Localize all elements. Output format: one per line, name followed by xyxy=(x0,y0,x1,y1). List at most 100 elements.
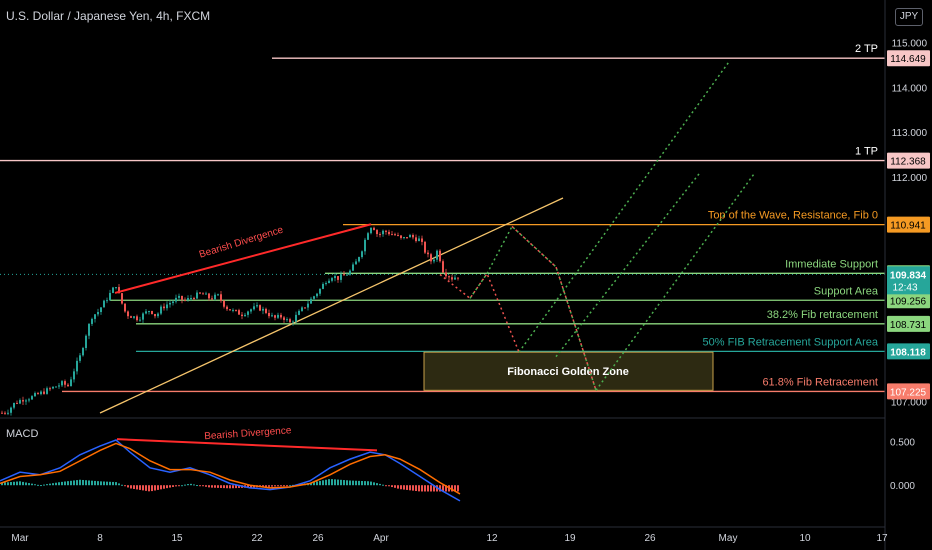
macd-histogram-bar xyxy=(367,481,369,486)
macd-histogram-bar xyxy=(208,485,210,488)
macd-histogram-bar xyxy=(214,485,216,488)
macd-histogram-bar xyxy=(103,481,105,486)
macd-histogram-bar xyxy=(277,485,279,487)
time-axis-tick: 19 xyxy=(564,533,576,544)
candle-body xyxy=(271,315,273,317)
candle-body xyxy=(346,274,348,276)
macd-histogram-bar xyxy=(136,485,138,490)
candle-body xyxy=(22,400,24,402)
candle-body xyxy=(376,230,378,235)
divergence-label-price: Bearish Divergence xyxy=(198,224,285,260)
level-label: Top of the Wave, Resistance, Fib 0 xyxy=(708,210,878,222)
macd-histogram-bar xyxy=(286,485,288,487)
candle-body xyxy=(40,391,42,395)
macd-histogram-bar xyxy=(343,480,345,486)
macd-histogram-bar xyxy=(133,485,135,489)
candle-body xyxy=(76,360,78,372)
macd-histogram-bar xyxy=(274,485,276,487)
candle-body xyxy=(214,294,216,300)
candle-body xyxy=(136,316,138,321)
price-axis-tick: 114.000 xyxy=(892,83,928,94)
macd-histogram-bar xyxy=(40,485,42,487)
macd-histogram-bar xyxy=(328,479,330,486)
candle-body xyxy=(91,318,93,324)
candle-body xyxy=(94,314,96,319)
macd-histogram-bar xyxy=(430,485,432,492)
candle-body xyxy=(139,319,141,321)
candle-body xyxy=(166,304,168,309)
candle-body xyxy=(337,276,339,280)
candle-body xyxy=(154,314,156,317)
macd-histogram-bar xyxy=(46,484,48,486)
macd-title[interactable]: MACD xyxy=(6,428,39,440)
candle-body xyxy=(46,388,48,394)
candle-body xyxy=(79,355,81,361)
candle-body xyxy=(340,274,342,280)
macd-histogram-bar xyxy=(31,483,33,486)
candle-body xyxy=(277,314,279,318)
macd-histogram-bar xyxy=(262,485,264,488)
projected-path xyxy=(439,272,520,353)
level-price-tag xyxy=(887,152,930,169)
macd-histogram-bar xyxy=(364,481,366,486)
macd-histogram-bar xyxy=(361,480,363,486)
macd-histogram-bar xyxy=(16,481,18,486)
candle-body xyxy=(406,237,408,239)
symbol-title[interactable]: U.S. Dollar / Japanese Yen, 4h, FXCM xyxy=(6,9,211,23)
candle-body xyxy=(1,412,3,414)
candle-body xyxy=(313,296,315,299)
candle-body xyxy=(280,314,282,318)
projected-path xyxy=(469,225,597,391)
candle-body xyxy=(142,313,144,320)
current-price-text: 109.834 xyxy=(890,270,927,281)
candle-body xyxy=(268,312,270,317)
price-pane: 2 TP 1 TP Top of the Wave, Resistance, Fib… xyxy=(0,43,885,416)
macd-histogram-bar xyxy=(370,481,372,486)
macd-histogram-bar xyxy=(283,485,285,487)
candle-body xyxy=(124,303,126,312)
macd-histogram-bar xyxy=(145,485,147,491)
price-axis-tick: 107.000 xyxy=(891,398,928,409)
candle-body xyxy=(451,277,453,280)
macd-histogram-bar xyxy=(421,485,423,492)
macd-histogram-bar xyxy=(151,485,153,492)
level-price-tag xyxy=(887,343,930,360)
macd-histogram-bar xyxy=(115,482,117,486)
candle-body xyxy=(151,311,153,315)
macd-histogram-bar xyxy=(451,485,453,492)
time-axis-tick: Mar xyxy=(11,533,29,544)
currency-badge[interactable]: JPY xyxy=(895,8,923,26)
macd-histogram-bar xyxy=(268,485,270,487)
candle-body xyxy=(247,311,249,315)
level-label: 1 TP xyxy=(855,146,878,158)
candle-body xyxy=(193,298,195,300)
macd-histogram-bar xyxy=(388,485,390,487)
candle-body xyxy=(364,239,366,252)
candle-body xyxy=(232,309,234,311)
macd-histogram-bar xyxy=(43,484,45,486)
level-label: Support Area xyxy=(814,285,879,297)
candle-body xyxy=(295,314,297,322)
candle-body xyxy=(322,283,324,289)
candle-body xyxy=(103,300,105,308)
divergence-line-macd xyxy=(116,438,378,452)
candle-body xyxy=(220,294,222,301)
macd-histogram-bar xyxy=(217,485,219,488)
time-axis-tick: Apr xyxy=(373,533,389,544)
candle-body xyxy=(385,230,387,232)
candle-body xyxy=(412,234,414,238)
candle-body xyxy=(397,235,399,237)
candle-body xyxy=(358,257,360,262)
level-label: 50% FIB Retracement Support Area xyxy=(703,336,879,348)
macd-histogram-bar xyxy=(73,480,75,486)
macd-histogram-bar xyxy=(427,485,429,492)
candle-body xyxy=(382,230,384,235)
level-price-tag-text: 114.649 xyxy=(890,54,926,65)
macd-histogram-bar xyxy=(337,479,339,486)
candle-body xyxy=(442,261,444,273)
candle-body xyxy=(355,261,357,265)
macd-histogram-bar xyxy=(316,481,318,486)
candle-body xyxy=(373,227,375,231)
candle-body xyxy=(145,311,147,314)
